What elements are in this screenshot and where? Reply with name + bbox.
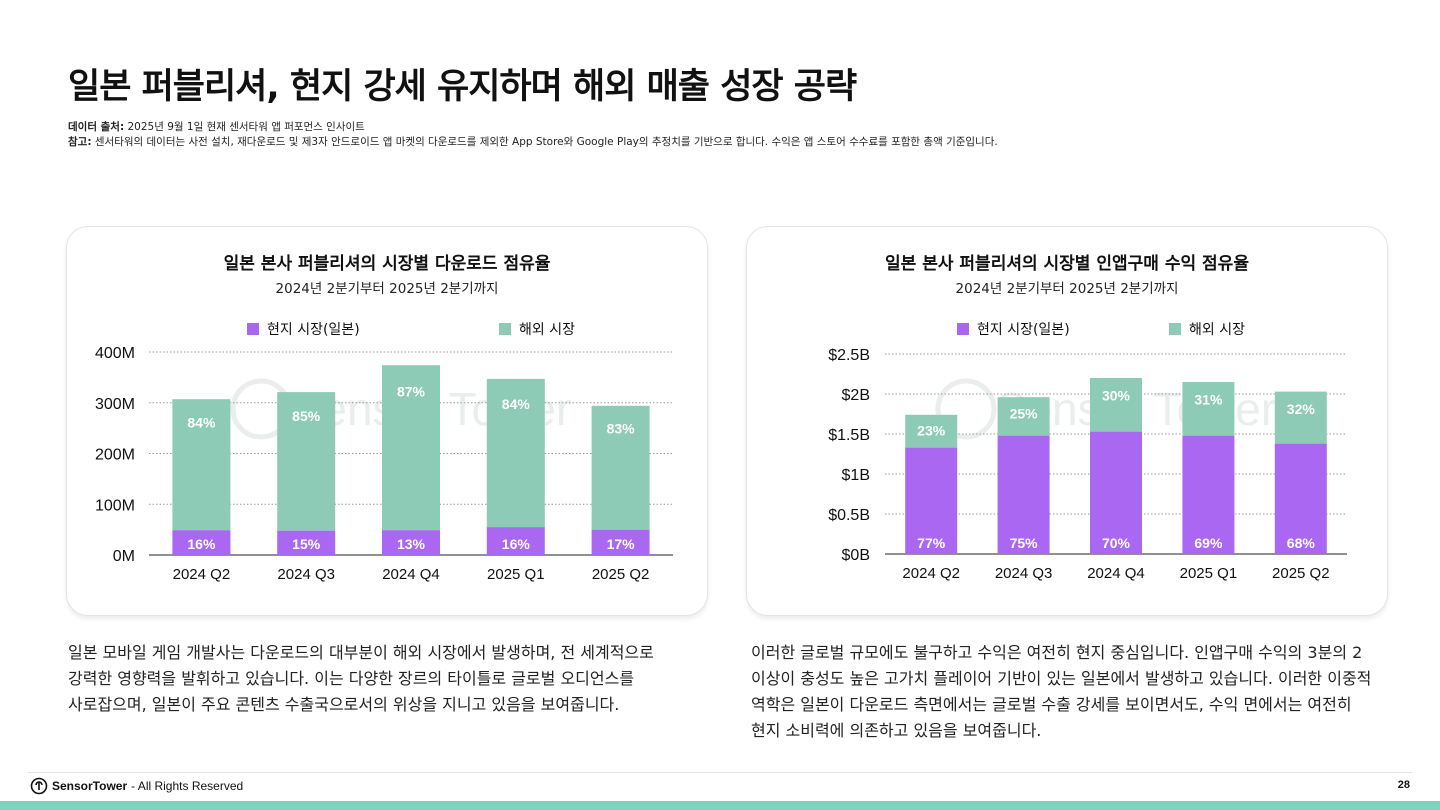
bar-data-label: 75% — [1010, 535, 1039, 551]
x-tick-label: 2025 Q2 — [592, 566, 650, 583]
bar-domestic — [1090, 431, 1142, 554]
revenue-chart-card: 일본 본사 퍼블리셔의 시장별 인앱구매 수익 점유율 2024년 2분기부터 … — [746, 226, 1388, 616]
bar-overseas — [1182, 382, 1235, 436]
footer-logo: SensorTower - All Rights Reserved — [30, 777, 243, 795]
bar-domestic — [905, 447, 958, 554]
bar-overseas — [172, 399, 231, 531]
bar-overseas — [591, 405, 650, 530]
bar-data-label: 84% — [502, 396, 531, 412]
bar-overseas — [1090, 378, 1142, 432]
bar-data-label: 25% — [1010, 405, 1039, 421]
x-tick-label: 2024 Q2 — [902, 565, 960, 582]
y-tick-label: $0B — [842, 547, 870, 564]
bar-data-label: 85% — [292, 408, 321, 424]
revenue-chart-subtitle: 2024년 2분기부터 2025년 2분기까지 — [955, 281, 1179, 297]
page-number: 28 — [1397, 779, 1410, 791]
bar-domestic — [486, 527, 545, 555]
revenue-commentary: 이러한 글로벌 규모에도 불구하고 수익은 여전히 현지 중심입니다. 인앱구매… — [751, 643, 1372, 740]
legend-swatch-0 — [957, 323, 969, 335]
legend-label-0: 현지 시장(일본) — [267, 322, 360, 338]
bar-data-label: 23% — [917, 422, 946, 438]
y-tick-label: $2.5B — [828, 347, 870, 364]
bar-overseas — [277, 392, 336, 531]
bar-overseas — [997, 397, 1050, 436]
y-tick-label: 0M — [113, 548, 135, 565]
legend-swatch-1 — [1169, 323, 1181, 335]
downloads-chart: Sensor Tower현지 시장(일본)해외 시장0M100M200M300M… — [95, 322, 673, 583]
x-tick-label: 2025 Q2 — [1272, 565, 1330, 582]
bar-data-label: 84% — [187, 415, 216, 431]
bar-domestic — [1182, 435, 1235, 554]
data-source-line: 데이터 출처: 2025년 9월 1일 현재 센서타워 앱 퍼포먼스 인사이트 — [68, 120, 998, 135]
sensor-tower-logo-icon — [30, 777, 48, 795]
legend-swatch-0 — [247, 323, 259, 335]
bar-overseas — [486, 378, 545, 528]
bar-data-label: 83% — [607, 421, 636, 437]
bar-data-label: 16% — [187, 536, 216, 552]
bar-domestic — [997, 435, 1050, 554]
legend-swatch-1 — [499, 323, 511, 335]
bar-domestic — [1274, 443, 1327, 554]
source-note: 데이터 출처: 2025년 9월 1일 현재 센서타워 앱 퍼포먼스 인사이트 … — [68, 120, 998, 150]
x-tick-label: 2024 Q4 — [1087, 565, 1145, 582]
y-tick-label: 400M — [95, 345, 135, 362]
downloads-chart-card: 일본 본사 퍼블리셔의 시장별 다운로드 점유율 2024년 2분기부터 202… — [66, 226, 708, 616]
data-source-label: 데이터 출처: — [68, 121, 125, 133]
revenue-chart: Sensor Tower현지 시장(일본)해외 시장$0B$0.5B$1B$1.… — [828, 322, 1347, 582]
bar-data-label: 17% — [607, 536, 636, 552]
bar-overseas — [1274, 391, 1327, 444]
footer-divider — [28, 772, 1412, 773]
bar-data-label: 70% — [1102, 535, 1131, 551]
downloads-chart-title: 일본 본사 퍼블리셔의 시장별 다운로드 점유율 — [223, 254, 551, 274]
bar-domestic — [591, 529, 650, 555]
bar-data-label: 69% — [1194, 535, 1223, 551]
note-label: 참고: — [68, 136, 92, 148]
bar-data-label: 30% — [1102, 387, 1131, 403]
data-source-text: 2025년 9월 1일 현재 센서타워 앱 퍼포먼스 인사이트 — [124, 121, 365, 133]
legend-label-1: 해외 시장 — [1189, 322, 1245, 338]
page-title: 일본 퍼블리셔, 현지 강세 유지하며 해외 매출 성장 공략 — [68, 67, 857, 107]
y-tick-label: 200M — [95, 447, 135, 464]
downloads-commentary: 일본 모바일 게임 개발사는 다운로드의 대부분이 해외 시장에서 발생하며, … — [68, 643, 654, 714]
bar-data-label: 68% — [1287, 535, 1316, 551]
y-tick-label: $1B — [842, 467, 870, 484]
bar-overseas — [382, 365, 440, 531]
bar-overseas — [905, 414, 958, 448]
y-tick-label: $2B — [842, 387, 870, 404]
y-tick-label: 300M — [95, 396, 135, 413]
bottom-accent-bar — [0, 801, 1440, 810]
downloads-chart-subtitle: 2024년 2분기부터 2025년 2분기까지 — [275, 281, 499, 297]
watermark-logo-icon — [935, 378, 997, 440]
legend-label-0: 현지 시장(일본) — [977, 322, 1070, 338]
bar-data-label: 13% — [397, 536, 426, 552]
bar-data-label: 87% — [397, 383, 426, 399]
x-tick-label: 2024 Q3 — [277, 566, 335, 583]
bar-data-label: 15% — [292, 536, 321, 552]
bar-data-label: 32% — [1287, 401, 1316, 417]
x-tick-label: 2025 Q1 — [1180, 565, 1238, 582]
footer-brand: SensorTower — [52, 779, 128, 793]
y-tick-label: $1.5B — [828, 427, 870, 444]
legend-label-1: 해외 시장 — [519, 322, 575, 338]
bar-data-label: 77% — [917, 535, 946, 551]
note-text: 센서타워의 데이터는 사전 설치, 재다운로드 및 제3자 안드로이드 앱 마켓… — [91, 136, 998, 148]
bar-data-label: 16% — [502, 536, 531, 552]
y-tick-label: 100M — [95, 497, 135, 514]
bar-domestic — [382, 530, 440, 555]
note-line: 참고: 센서타워의 데이터는 사전 설치, 재다운로드 및 제3자 안드로이드 … — [68, 135, 998, 150]
x-tick-label: 2025 Q1 — [487, 566, 545, 583]
revenue-chart-title: 일본 본사 퍼블리셔의 시장별 인앱구매 수익 점유율 — [885, 254, 1249, 274]
x-tick-label: 2024 Q2 — [173, 566, 231, 583]
x-tick-label: 2024 Q4 — [382, 566, 440, 583]
bar-domestic — [277, 530, 336, 555]
bar-domestic — [172, 530, 231, 555]
bar-data-label: 31% — [1194, 391, 1223, 407]
footer-rights: - All Rights Reserved — [131, 779, 244, 793]
x-tick-label: 2024 Q3 — [995, 565, 1053, 582]
y-tick-label: $0.5B — [828, 507, 870, 524]
